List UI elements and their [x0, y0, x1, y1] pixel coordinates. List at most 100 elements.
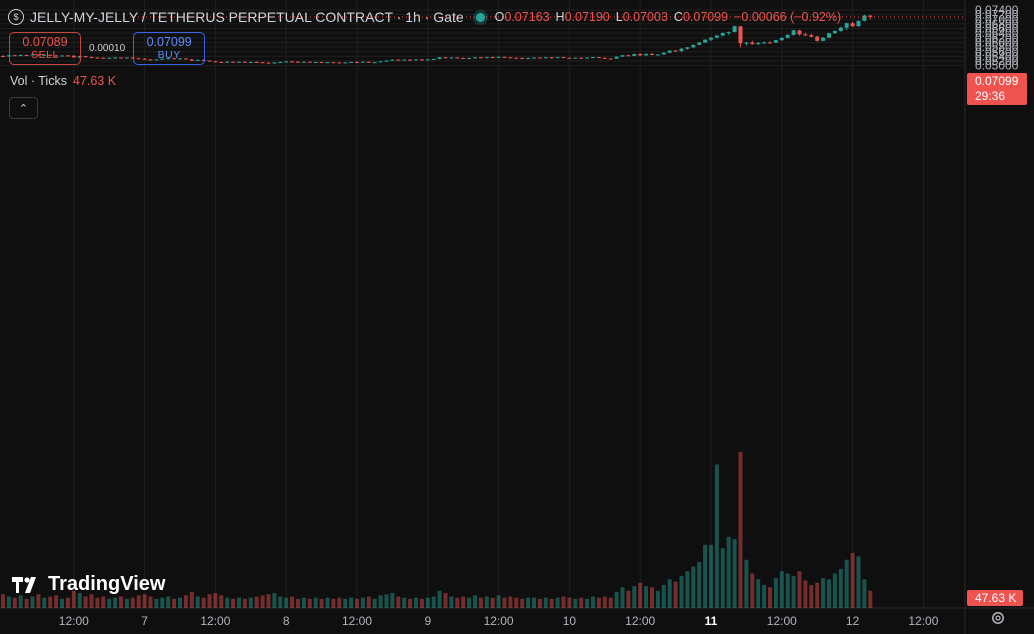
candle-body: [408, 59, 413, 61]
volume-bar: [266, 594, 271, 608]
candlestick-series: [1, 14, 873, 64]
volume-bar: [779, 571, 784, 608]
candle: [502, 56, 507, 58]
candle: [567, 57, 572, 59]
volume-bar: [172, 598, 177, 608]
volume-bar: [349, 597, 354, 608]
collapse-legend-button[interactable]: ⌃: [9, 97, 38, 119]
candle-body: [655, 54, 660, 56]
candle-body: [614, 56, 619, 59]
candle-body: [414, 59, 418, 61]
candle-body: [827, 33, 831, 38]
candle-body: [620, 55, 625, 57]
candle: [496, 56, 501, 58]
volume-bar: [738, 451, 743, 608]
volume-legend[interactable]: Vol · Ticks 47.63 K: [10, 74, 116, 88]
volume-bar: [526, 597, 531, 608]
candle-body: [709, 37, 713, 40]
volume-bar: [54, 595, 59, 608]
x-tick-label: 9: [424, 614, 431, 628]
volume-bar: [301, 597, 306, 608]
volume-bar: [650, 587, 654, 608]
candle: [296, 61, 300, 63]
candle-body: [561, 57, 566, 59]
volume-bar: [248, 597, 253, 608]
candle: [18, 54, 23, 57]
candle: [54, 55, 59, 57]
volume-bar: [95, 597, 100, 608]
volume-bar: [502, 597, 507, 608]
tradingview-logo[interactable]: TradingView: [12, 573, 165, 596]
x-tick-label: 12:00: [484, 614, 514, 628]
volume-bar: [832, 573, 837, 608]
candle: [166, 58, 171, 60]
candle-body: [119, 57, 123, 59]
candle-body: [396, 59, 401, 61]
candle-body: [366, 61, 371, 63]
candle-body: [207, 60, 212, 62]
volume-bar: [591, 596, 595, 608]
candle-body: [290, 61, 295, 63]
candle-body: [868, 15, 873, 17]
candle: [260, 61, 265, 64]
candle-body: [862, 15, 867, 21]
candle-body: [768, 42, 772, 44]
sell-button[interactable]: 0.07089 SELL: [9, 32, 81, 65]
volume-bar: [313, 597, 318, 608]
candle-body: [650, 53, 654, 56]
candle: [644, 53, 649, 56]
symbol-title[interactable]: JELLY-MY-JELLY / TETHERUS PERPETUAL CONT…: [30, 9, 464, 25]
last-price-value: 0.07099: [975, 74, 1019, 88]
spread-value: 0.00010: [89, 43, 126, 54]
candle-body: [296, 61, 300, 63]
coin-icon: $: [8, 9, 24, 25]
volume-bar: [189, 591, 194, 608]
volume-bar: [443, 593, 448, 608]
volume-bar: [709, 544, 713, 608]
volume-bar: [1, 594, 5, 608]
volume-bar: [89, 594, 94, 608]
high-value: 0.07190: [564, 10, 610, 24]
candle-body: [71, 55, 76, 58]
volume-bar: [644, 586, 649, 608]
candle-body: [632, 54, 637, 56]
volume-bar: [685, 571, 690, 608]
candle-body: [95, 57, 100, 59]
candle: [408, 59, 413, 61]
volume-bar: [532, 597, 536, 608]
candle: [632, 53, 637, 57]
volume-bar: [296, 598, 300, 608]
candle: [591, 56, 595, 59]
candle: [213, 60, 218, 63]
volume-bar: [42, 597, 47, 608]
buy-button[interactable]: 0.07099 BUY: [133, 32, 206, 65]
candle: [449, 57, 454, 59]
candle-body: [219, 61, 224, 63]
candle-body: [685, 47, 690, 49]
settings-icon[interactable]: [990, 610, 1006, 626]
candle-body: [520, 58, 525, 60]
candle-body: [30, 54, 35, 56]
volume-bar: [65, 597, 70, 608]
volume-bar: [520, 598, 525, 608]
volume-bar: [714, 464, 719, 608]
volume-bar: [225, 597, 230, 608]
candle-body: [608, 58, 613, 60]
candle: [414, 59, 418, 61]
candle: [349, 61, 354, 63]
candle-body: [225, 61, 230, 63]
y-tick-label: 0.06200: [975, 31, 1019, 45]
volume-bar: [461, 596, 466, 608]
last-price-label: 0.07099 29:36: [967, 73, 1027, 105]
volume-bar: [821, 578, 826, 608]
volume-bar: [396, 596, 401, 608]
volume-bar: [797, 571, 802, 608]
x-tick-label: 10: [563, 614, 577, 628]
volume-bar: [207, 594, 212, 608]
candle: [579, 57, 584, 59]
x-tick-label: 7: [141, 614, 148, 628]
volume-bar: [166, 596, 171, 608]
candle-body: [101, 57, 106, 59]
candle-body: [591, 57, 595, 59]
